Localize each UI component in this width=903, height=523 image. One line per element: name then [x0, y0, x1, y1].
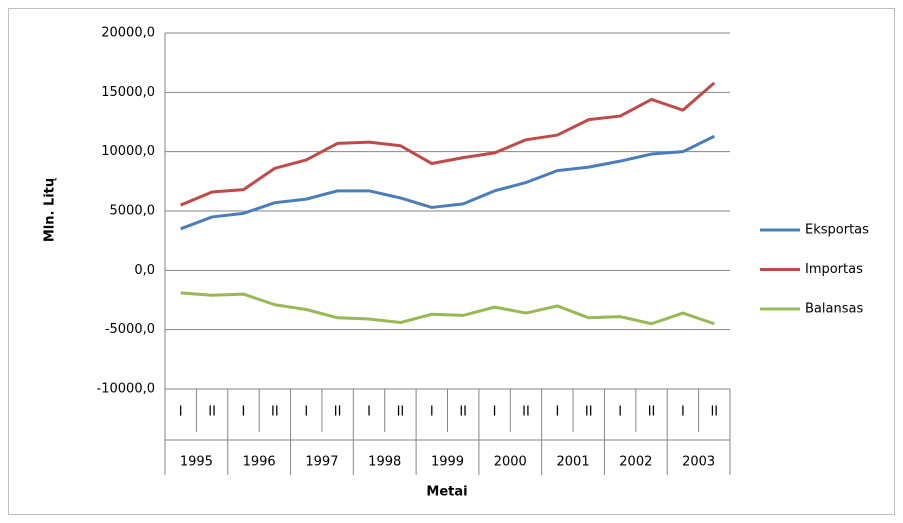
x-group-label: 1995	[180, 455, 213, 470]
x-group-label: 2000	[494, 455, 527, 470]
x-tick-label: II	[397, 405, 405, 420]
y-tick-label: 5000,0	[110, 204, 156, 219]
x-tick-label: II	[208, 405, 216, 420]
x-group-label: 1999	[431, 455, 464, 470]
x-group-label: 2001	[557, 455, 590, 470]
series-line	[180, 134, 715, 231]
series-line	[180, 291, 715, 326]
y-axis-title: Mln. Litų	[43, 177, 58, 242]
x-tick-label: I	[304, 405, 308, 420]
series-line	[180, 81, 716, 207]
x-group-label: 2002	[619, 455, 652, 470]
x-tick-label: I	[555, 405, 559, 420]
x-group-label: 2003	[682, 455, 715, 470]
x-tick-label: I	[681, 405, 685, 420]
x-axis-title: Metai	[426, 485, 467, 500]
x-tick-label: II	[334, 405, 342, 420]
y-tick-label: -10000,0	[97, 382, 155, 397]
x-group-label: 1997	[305, 455, 338, 470]
legend-label: Eksportas	[805, 223, 869, 238]
x-tick-label: I	[242, 405, 246, 420]
x-tick-label: II	[522, 405, 530, 420]
x-tick-label: II	[459, 405, 467, 420]
x-tick-label: I	[618, 405, 622, 420]
x-tick-label: II	[271, 405, 279, 420]
x-group-label: 1998	[368, 455, 401, 470]
y-tick-label: 15000,0	[101, 85, 155, 100]
y-tick-label: 10000,0	[101, 144, 155, 159]
x-tick-label: II	[710, 405, 718, 420]
y-tick-label: 0,0	[134, 263, 155, 278]
y-tick-label: 20000,0	[101, 26, 155, 41]
x-tick-label: II	[585, 405, 593, 420]
legend-label: Importas	[805, 262, 863, 277]
x-tick-label: I	[367, 405, 371, 420]
x-tick-label: I	[430, 405, 434, 420]
x-tick-label: I	[179, 405, 183, 420]
legend-label: Balansas	[805, 302, 863, 317]
x-group-label: 1996	[243, 455, 276, 470]
y-tick-label: -5000,0	[105, 322, 155, 337]
x-tick-label: I	[493, 405, 497, 420]
x-tick-label: II	[648, 405, 656, 420]
